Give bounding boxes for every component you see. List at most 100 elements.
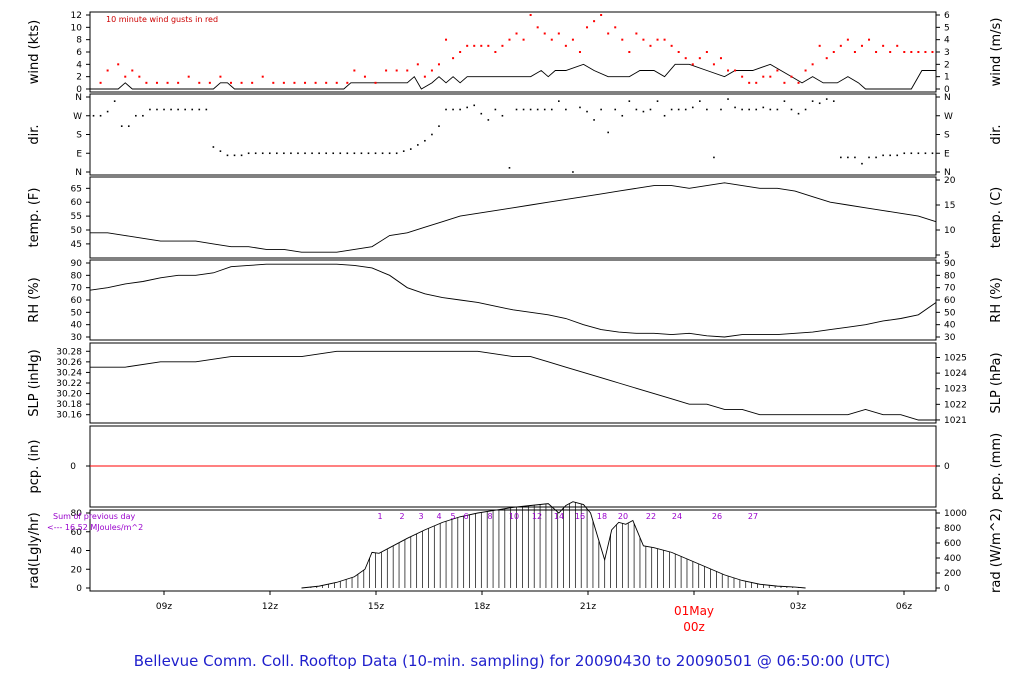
slp-rtick-label: 1024 xyxy=(944,369,967,379)
radiation-hour-label: 20 xyxy=(618,512,628,521)
temp-right-label: temp. (C) xyxy=(989,187,1004,249)
direction-point xyxy=(290,152,292,155)
pcp-rtick-label: 0 xyxy=(944,462,950,472)
direction-point xyxy=(614,108,617,111)
gust-point xyxy=(564,44,567,47)
direction-point xyxy=(459,108,461,111)
wind-tick-label: 6 xyxy=(76,48,82,58)
direction-point xyxy=(508,167,511,169)
gust-point xyxy=(293,81,296,84)
direction-point xyxy=(409,148,412,150)
wind-rtick-label: 0 xyxy=(944,85,950,95)
direction-point xyxy=(854,156,856,159)
rh-tick-label: 30 xyxy=(71,333,83,343)
gust-point xyxy=(797,81,800,84)
direction-point xyxy=(910,152,913,155)
radiation-hour-label: 27 xyxy=(748,512,758,521)
direction-point xyxy=(205,108,208,111)
dir-tick-label: S xyxy=(76,131,82,141)
wind-rtick-label: 4 xyxy=(944,36,950,46)
direction-point xyxy=(642,110,645,113)
gust-point xyxy=(910,51,913,53)
wind-tick-label: 4 xyxy=(76,60,82,70)
rad-tick-label: 20 xyxy=(71,565,83,575)
direction-point xyxy=(720,108,722,111)
gust-point xyxy=(727,69,730,72)
wind-rtick-label: 2 xyxy=(944,60,950,70)
dir-tick-label: W xyxy=(73,112,82,122)
direction-point xyxy=(550,108,553,111)
slp-left-label: SLP (inHg) xyxy=(27,349,42,417)
gust-point xyxy=(117,63,120,66)
gust-point xyxy=(138,75,141,78)
gust-point xyxy=(868,38,871,41)
radiation-hour-label: 8 xyxy=(487,512,492,521)
gust-point xyxy=(889,51,892,53)
gust-point xyxy=(839,44,842,47)
direction-point xyxy=(670,108,673,111)
temp-tick-label: 55 xyxy=(71,212,82,222)
direction-point xyxy=(156,108,158,111)
direction-point xyxy=(332,152,335,155)
radiation-hour-label: 22 xyxy=(646,512,656,521)
x-tick-label: 21z xyxy=(580,602,596,612)
gust-point xyxy=(177,81,180,84)
gust-point xyxy=(395,69,398,72)
direction-point xyxy=(374,152,377,155)
gust-point xyxy=(385,69,388,72)
gust-point xyxy=(208,81,211,84)
temp-rtick-label: 20 xyxy=(944,176,956,186)
direction-point xyxy=(699,100,701,102)
direction-point xyxy=(536,108,539,111)
rad-tick-label: 80 xyxy=(71,509,83,519)
direction-point xyxy=(868,156,870,159)
direction-point xyxy=(325,152,327,155)
radiation-hour-label: 12 xyxy=(532,512,542,521)
direction-point xyxy=(466,106,468,109)
slp-tick-label: 30.26 xyxy=(56,358,82,368)
direction-point xyxy=(663,114,666,117)
radiation-hour-label: 5 xyxy=(450,512,455,521)
temp-rtick-label: 5 xyxy=(944,251,950,261)
slp-tick-label: 30.20 xyxy=(56,390,82,400)
gust-point xyxy=(677,51,680,53)
gust-point xyxy=(363,75,366,78)
direction-point xyxy=(177,108,179,111)
direction-point xyxy=(882,154,884,157)
gust-point xyxy=(769,75,772,78)
rh-rtick-label: 30 xyxy=(944,333,956,343)
dir-rtick-label: S xyxy=(944,131,950,141)
direction-point xyxy=(424,139,426,142)
gust-point xyxy=(501,44,504,47)
gust-point xyxy=(487,44,490,47)
radiation-hour-label: 2 xyxy=(399,512,404,521)
gust-point xyxy=(719,57,722,60)
gust-point xyxy=(825,57,828,60)
rh-rtick-label: 80 xyxy=(944,271,956,281)
gust-point xyxy=(466,44,469,47)
radiation-hour-label: 4 xyxy=(436,512,441,521)
wind-tick-label: 10 xyxy=(71,23,83,33)
direction-point xyxy=(684,108,687,111)
rad-frame xyxy=(89,509,937,592)
direction-point xyxy=(402,150,405,152)
rad-left-label: rad(Lgly/hr) xyxy=(27,512,42,588)
direction-point xyxy=(825,98,828,100)
direction-point xyxy=(811,100,814,102)
direction-point xyxy=(783,100,786,102)
slp-tick-label: 30.28 xyxy=(56,347,82,357)
gust-point xyxy=(261,75,264,78)
gust-point xyxy=(875,51,878,53)
rh-rtick-label: 90 xyxy=(944,259,956,269)
direction-point xyxy=(931,152,934,155)
x-tick-label: 18z xyxy=(474,602,490,612)
direction-point xyxy=(769,108,772,111)
rh-tick-label: 80 xyxy=(71,271,83,281)
direction-point xyxy=(572,171,574,173)
rad-tick-label: 60 xyxy=(71,528,83,538)
direction-point xyxy=(579,106,581,109)
direction-point xyxy=(847,156,849,159)
gust-point xyxy=(853,51,856,53)
direction-point xyxy=(226,154,229,157)
